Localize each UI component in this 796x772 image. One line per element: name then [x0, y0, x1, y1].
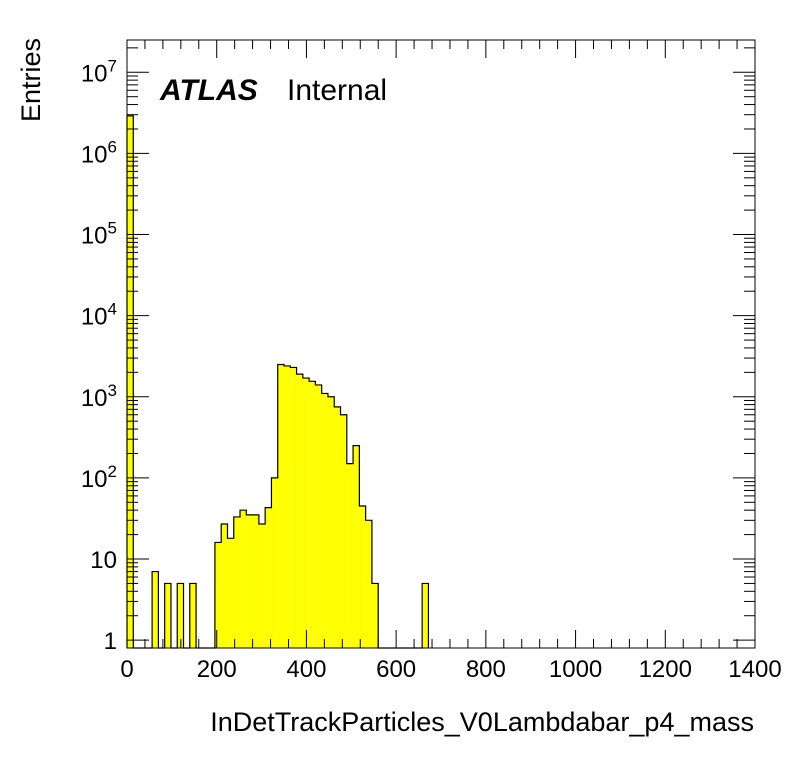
- histogram-bar: [346, 463, 354, 648]
- histogram-bar: [315, 384, 322, 648]
- histogram-bar: [334, 406, 341, 648]
- y-tick-label: 106: [81, 137, 117, 168]
- histogram-bar: [177, 583, 184, 648]
- histogram-bar: [359, 506, 366, 648]
- histogram-outline-group: [126, 115, 430, 649]
- histogram-bar: [152, 571, 159, 648]
- y-axis-title: Entries: [16, 38, 46, 122]
- x-tick-label: 1400: [728, 656, 781, 683]
- y-tick-labels: 1 10 102 103 104 105 106 107: [81, 56, 117, 655]
- y-tick-label: 1: [104, 628, 117, 655]
- histogram-bar: [127, 115, 134, 649]
- histogram-bar: [221, 524, 228, 648]
- histogram-bar: [290, 367, 297, 648]
- histogram-bars: [127, 115, 429, 649]
- internal-label: Internal: [287, 74, 387, 107]
- x-tick-label: 600: [376, 656, 416, 683]
- histogram-bar: [321, 393, 328, 648]
- histogram-bar: [246, 514, 253, 648]
- histogram-bar: [214, 542, 222, 648]
- x-tick-labels: 0 200 400 600 800 1000 1200 1400: [120, 656, 781, 683]
- x-tick-label: 800: [466, 656, 506, 683]
- histogram-bar: [302, 378, 310, 648]
- histogram-bar: [227, 538, 234, 648]
- histogram-outline: [126, 115, 430, 649]
- histogram-bar: [164, 583, 171, 648]
- histogram-bar: [240, 510, 247, 648]
- histogram-bar: [296, 374, 303, 648]
- y-tick-label: 10: [90, 547, 117, 574]
- histogram-bar: [422, 583, 429, 648]
- y-tick-label: 105: [81, 219, 117, 250]
- x-tick-label: 200: [197, 656, 237, 683]
- x-tick-label: 0: [120, 656, 133, 683]
- histogram-bar: [284, 365, 291, 648]
- x-tick-label: 1200: [639, 656, 692, 683]
- x-tick-label: 400: [286, 656, 326, 683]
- histogram-bar: [271, 477, 278, 648]
- histogram-bar: [327, 396, 335, 648]
- y-tick-label: 103: [81, 381, 117, 412]
- histogram-bar: [265, 507, 272, 648]
- histogram-bar: [353, 445, 360, 648]
- histogram-bar: [371, 583, 379, 648]
- plot-frame: [126, 39, 756, 649]
- histogram-bar: [309, 381, 316, 648]
- histogram-bar: [277, 364, 284, 648]
- y-tick-label: 102: [81, 462, 117, 493]
- x-axis-title: InDetTrackParticles_V0Lambdabar_p4_mass: [210, 707, 754, 737]
- y-tick-label: 104: [81, 300, 117, 331]
- histogram-bar: [252, 514, 259, 648]
- y-tick-label: 107: [81, 56, 117, 87]
- atlas-label: ATLAS: [159, 74, 258, 107]
- y-axis-ticks: [127, 47, 755, 641]
- x-axis-ticks: [126, 40, 756, 648]
- histogram-bar: [365, 520, 372, 648]
- histogram-bar: [189, 583, 197, 648]
- histogram-bar: [340, 414, 347, 648]
- histogram-bar: [233, 516, 241, 648]
- histogram-bar: [258, 524, 266, 648]
- x-tick-label: 1000: [549, 656, 602, 683]
